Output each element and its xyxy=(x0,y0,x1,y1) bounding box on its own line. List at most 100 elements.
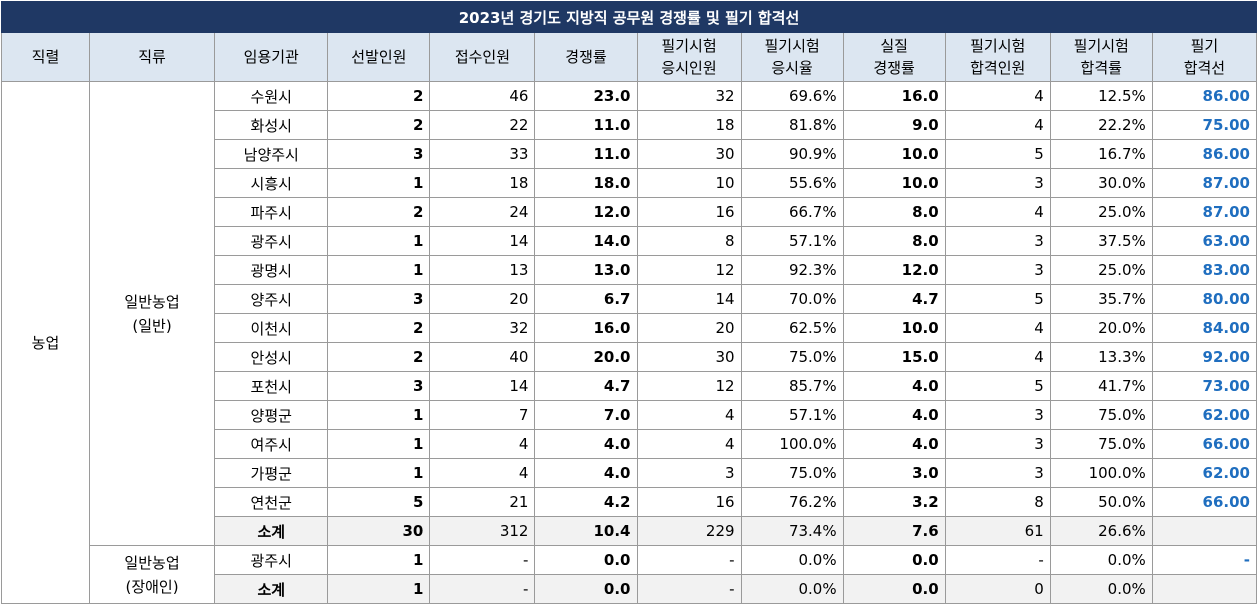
exam-rate-cell: 75.0% xyxy=(740,458,844,488)
pass-count-cell: 4 xyxy=(944,81,1051,111)
takers-cell: 30 xyxy=(636,139,742,169)
real-ratio-cell: 4.0 xyxy=(842,371,946,401)
apply-cell: 13 xyxy=(429,255,536,285)
exam-rate-cell: 66.7% xyxy=(740,197,844,227)
cutoff-cell: 66.00 xyxy=(1151,429,1258,459)
agency-cell: 광주시 xyxy=(214,545,329,575)
real-ratio-cell: 8.0 xyxy=(842,226,946,256)
pass-rate-cell: 0.0% xyxy=(1049,545,1153,575)
pass-count-cell: 4 xyxy=(944,342,1051,372)
select-cell: 1 xyxy=(327,458,431,488)
subtotal-row: 소계 1-0.0-0.0% 0.0 0 0.0% xyxy=(2,574,1258,604)
table-row: 이천시 2 32 16.0 20 62.5% 10.0 4 20.0% 84.00 xyxy=(2,313,1258,343)
pass-count-cell: 61 xyxy=(944,516,1051,546)
takers-cell: - xyxy=(636,574,742,604)
pass-count-cell: 4 xyxy=(944,110,1051,140)
agency-cell: 안성시 xyxy=(214,342,329,372)
exam-rate-cell: 70.0% xyxy=(740,284,844,314)
agency-cell: 광주시 xyxy=(214,226,329,256)
header-agency: 임용기관 xyxy=(214,32,329,82)
apply-cell: - xyxy=(429,545,536,575)
real-ratio-cell: 10.0 xyxy=(842,313,946,343)
header-pass-count: 필기시험 합격인원 xyxy=(944,32,1051,82)
cutoff-cell: 62.00 xyxy=(1151,400,1258,430)
ratio-cell: 18.0 xyxy=(534,168,638,198)
takers-cell: 12 xyxy=(636,255,742,285)
apply-cell: 24 xyxy=(429,197,536,227)
cutoff-cell: 87.00 xyxy=(1151,197,1258,227)
header-jikryeol: 직렬 xyxy=(1,32,90,82)
pass-count-cell: 8 xyxy=(944,487,1051,517)
ratio-cell: 4.2 xyxy=(534,487,638,517)
table-row: 연천군 5 21 4.2 16 76.2% 3.2 8 50.0% 66.00 xyxy=(2,487,1258,517)
cutoff-cell: - xyxy=(1151,545,1258,575)
table-row: 남양주시 3 33 11.0 30 90.9% 10.0 5 16.7% 86.00 xyxy=(2,139,1258,169)
takers-cell: 16 xyxy=(636,197,742,227)
exam-rate-cell: 75.0% xyxy=(740,342,844,372)
pass-count-cell: 3 xyxy=(944,429,1051,459)
exam-rate-cell: 0.0% xyxy=(740,574,844,604)
apply-cell: 21 xyxy=(429,487,536,517)
select-cell: 1 xyxy=(327,168,431,198)
takers-cell: 14 xyxy=(636,284,742,314)
select-cell: 2 xyxy=(327,110,431,140)
real-ratio-cell: 4.7 xyxy=(842,284,946,314)
real-ratio-cell: 8.0 xyxy=(842,197,946,227)
agency-cell: 포천시 xyxy=(214,371,329,401)
ratio-cell: 10.4 xyxy=(534,516,638,546)
takers-cell: 229 xyxy=(636,516,742,546)
table-row: 일반농업 (장애인) 광주시 1-0.0-0.0% 0.0-0.0% - xyxy=(2,545,1258,604)
cutoff-cell: 63.00 xyxy=(1151,226,1258,256)
apply-cell: 20 xyxy=(429,284,536,314)
agency-cell: 소계 xyxy=(214,574,329,604)
table-row: 광주시 1 14 14.0 8 57.1% 8.0 3 37.5% 63.00 xyxy=(2,226,1258,256)
exam-rate-cell: 73.4% xyxy=(740,516,844,546)
exam-rate-cell: 69.6% xyxy=(740,81,844,111)
cutoff-cell: 83.00 xyxy=(1151,255,1258,285)
pass-rate-cell: 75.0% xyxy=(1049,400,1153,430)
pass-count-cell: 0 xyxy=(944,574,1051,604)
apply-cell: 4 xyxy=(429,458,536,488)
real-ratio-cell: 12.0 xyxy=(842,255,946,285)
pass-rate-cell: 75.0% xyxy=(1049,429,1153,459)
real-ratio-cell: 3.2 xyxy=(842,487,946,517)
real-ratio-cell: 9.0 xyxy=(842,110,946,140)
pass-rate-cell: 12.5% xyxy=(1049,81,1153,111)
select-cell: 2 xyxy=(327,342,431,372)
cutoff-cell xyxy=(1151,574,1258,604)
ratio-cell: 20.0 xyxy=(534,342,638,372)
pass-rate-cell: 16.7% xyxy=(1049,139,1153,169)
pass-count-cell: 3 xyxy=(944,168,1051,198)
ratio-cell: 11.0 xyxy=(534,139,638,169)
header-exam-rate: 필기시험 응시율 xyxy=(740,32,844,82)
header-select: 선발인원 xyxy=(327,32,431,82)
select-cell: 1 xyxy=(327,429,431,459)
select-cell: 3 xyxy=(327,284,431,314)
exam-rate-cell: 76.2% xyxy=(740,487,844,517)
pass-count-cell: - xyxy=(944,545,1051,575)
agency-cell: 연천군 xyxy=(214,487,329,517)
ratio-cell: 16.0 xyxy=(534,313,638,343)
cutoff-cell xyxy=(1151,516,1258,546)
real-ratio-cell: 10.0 xyxy=(842,168,946,198)
takers-cell: 16 xyxy=(636,487,742,517)
takers-cell: 10 xyxy=(636,168,742,198)
pass-rate-cell: 37.5% xyxy=(1049,226,1153,256)
pass-count-cell: 3 xyxy=(944,458,1051,488)
header-ratio: 경쟁률 xyxy=(534,32,638,82)
header-pass-rate: 필기시험 합격률 xyxy=(1049,32,1153,82)
header-jikryu: 직류 xyxy=(88,32,216,82)
takers-cell: 32 xyxy=(636,81,742,111)
exam-rate-cell: 100.0% xyxy=(740,429,844,459)
exam-rate-cell: 85.7% xyxy=(740,371,844,401)
apply-cell: - xyxy=(429,574,536,604)
agency-cell: 여주시 xyxy=(214,429,329,459)
ratio-cell: 4.0 xyxy=(534,429,638,459)
takers-cell: 4 xyxy=(636,429,742,459)
table-row: 양주시 3 20 6.7 14 70.0% 4.7 5 35.7% 80.00 xyxy=(2,284,1258,314)
real-ratio-cell: 10.0 xyxy=(842,139,946,169)
ratio-cell: 4.0 xyxy=(534,458,638,488)
pass-count-cell: 3 xyxy=(944,255,1051,285)
pass-rate-cell: 100.0% xyxy=(1049,458,1153,488)
select-cell: 3 xyxy=(327,371,431,401)
